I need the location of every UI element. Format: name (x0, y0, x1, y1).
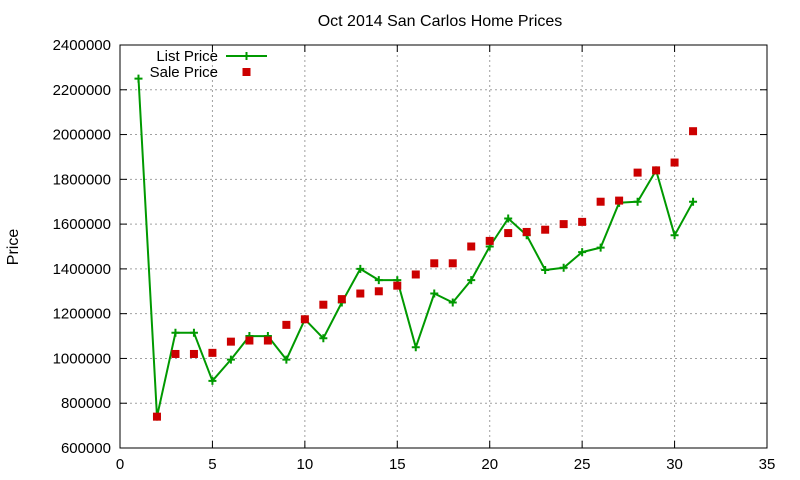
x-tick-label: 30 (666, 456, 683, 473)
y-tick-label: 800000 (61, 395, 111, 412)
sale-price-point (319, 300, 328, 309)
list-price-point (596, 243, 605, 252)
y-tick-label: 1000000 (53, 350, 111, 367)
list-price-point (226, 355, 235, 364)
list-price-point (633, 197, 642, 206)
list-price-point (430, 289, 439, 298)
sale-price-point (189, 349, 198, 358)
x-tick-label: 0 (116, 456, 124, 473)
y-tick-label: 600000 (61, 440, 111, 457)
sale-price-point (263, 336, 272, 345)
sale-price-point (652, 166, 661, 175)
axis-ticks: 0 5 10 15 20 25 30 35 600000 800000 1000000 1200000… (53, 37, 776, 473)
x-tick-label: 15 (389, 456, 406, 473)
y-tick-label: 2200000 (53, 82, 111, 99)
x-tick-label: 5 (208, 456, 216, 473)
list-price-point (689, 197, 698, 206)
sale-price-point (374, 287, 383, 296)
sale-price-point (226, 337, 235, 346)
grid-lines (120, 45, 767, 448)
y-tick-label: 1200000 (53, 306, 111, 323)
sale-price-point (208, 348, 217, 357)
sale-price-point (596, 197, 605, 206)
list-price-point (448, 298, 457, 307)
legend-label-sale-price: Sale Price (150, 64, 218, 81)
sale-price-point (393, 281, 402, 290)
x-tick-label: 20 (481, 456, 498, 473)
data-series (134, 74, 698, 421)
sale-price-point (504, 229, 513, 238)
sale-price-point (485, 236, 494, 245)
list-price-point (578, 248, 587, 257)
sale-price-point (300, 315, 309, 324)
sale-price-point (541, 225, 550, 234)
sale-price-point (522, 227, 531, 236)
x-tick-label: 25 (574, 456, 591, 473)
sale-price-point (559, 220, 568, 229)
sale-price-point (282, 320, 291, 329)
y-tick-label: 1800000 (53, 171, 111, 188)
list-price-point (504, 214, 513, 223)
plot-frame (119, 44, 768, 449)
list-price-point (171, 328, 180, 337)
sale-price-point (578, 217, 587, 226)
y-tick-label: 2000000 (53, 127, 111, 144)
chart-title: Oct 2014 San Carlos Home Prices (318, 13, 563, 30)
list-price-point (559, 263, 568, 272)
list-price-point (134, 74, 143, 83)
sale-price-point (152, 412, 161, 421)
sale-price-point (467, 242, 476, 251)
sale-price-point (411, 270, 420, 279)
sale-price-point (670, 158, 679, 167)
sale-price-point (337, 295, 346, 304)
list-price-point (670, 231, 679, 240)
list-price-point (541, 266, 550, 275)
y-axis-label: Price (5, 229, 22, 266)
list-price-line (137, 78, 694, 418)
sale-price-point (633, 168, 642, 177)
sale-price-point (448, 259, 457, 268)
sale-price-point (245, 336, 254, 345)
list-price-point (282, 355, 291, 364)
legend-label-list-price: List Price (156, 48, 218, 65)
y-tick-label: 2400000 (53, 37, 111, 54)
list-price-point (374, 276, 383, 285)
x-tick-label: 35 (759, 456, 776, 473)
sale-price-point (689, 127, 698, 136)
list-price-point (467, 276, 476, 285)
list-price-point (208, 376, 217, 385)
sale-price-point (171, 349, 180, 358)
list-price-point (411, 343, 420, 352)
sale-price-point (430, 259, 439, 268)
y-tick-label: 1400000 (53, 261, 111, 278)
legend-marker-sale-price (242, 68, 251, 76)
x-tick-label: 10 (297, 456, 314, 473)
list-price-point (319, 334, 328, 343)
sale-price-point (356, 289, 365, 298)
y-tick-label: 1600000 (53, 216, 111, 233)
list-price-point (189, 328, 198, 337)
legend: List Price Sale Price (150, 48, 267, 81)
legend-marker-list-price (242, 52, 251, 60)
sale-price-point (615, 196, 624, 205)
list-price-point (356, 264, 365, 273)
